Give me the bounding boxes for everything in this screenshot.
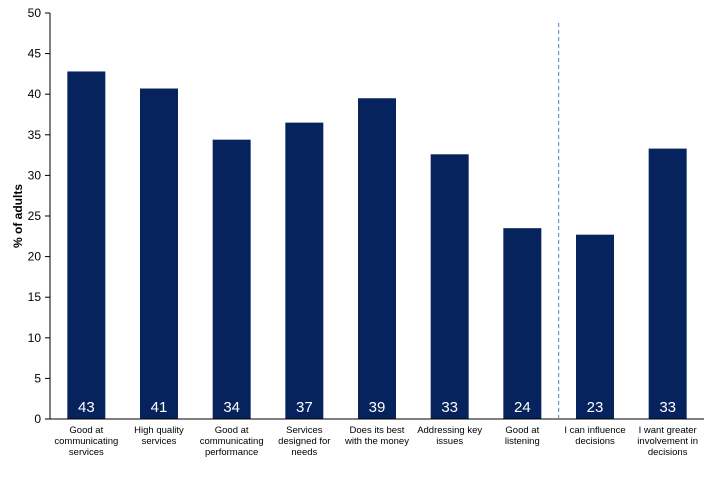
bar-value-label: 34 — [223, 399, 240, 416]
bar-value-label: 24 — [514, 399, 531, 416]
x-tick-label-line: communicating — [200, 436, 264, 447]
bar-value-labels: 43 41 34 37 39 33 24 23 33 — [78, 399, 676, 416]
x-tick-label-line: I can influence — [564, 425, 625, 436]
x-tick-label-line: Good at — [69, 425, 103, 436]
x-tick-label-line: Good at — [215, 425, 249, 436]
bar-value-label: 23 — [587, 399, 604, 416]
x-tick-label: Services designed for needs — [278, 425, 330, 458]
x-tick-label-line: Addressing key — [417, 425, 482, 436]
x-tick-label-line: listening — [505, 436, 540, 447]
bar — [212, 139, 251, 419]
x-tick-label: I can influence decisions — [564, 425, 625, 447]
x-tick-label-line: Services — [286, 425, 323, 436]
bar-value-label: 43 — [78, 399, 95, 416]
x-tick-label-line: issues — [436, 436, 463, 447]
y-tick-label: 10 — [28, 331, 42, 345]
x-tick-label-line: services — [69, 447, 104, 458]
x-tick-label: I want greater involvement in decisions — [637, 425, 698, 458]
bar — [358, 98, 396, 419]
bar-value-label: 39 — [369, 399, 386, 416]
bar — [67, 71, 106, 420]
x-tick-label-line: Good at — [505, 425, 539, 436]
bar-value-label: 37 — [296, 399, 313, 416]
x-tick-label-line: designed for — [278, 436, 330, 447]
x-tick-label: Does its best with the money — [344, 425, 409, 447]
x-tick-label: Good at communicating services — [54, 425, 118, 458]
y-axis-title: % of adults — [11, 184, 25, 248]
y-tick-label: 15 — [28, 290, 42, 304]
x-tick-label-line: High quality — [134, 425, 184, 436]
x-tick-label-line: decisions — [575, 436, 615, 447]
x-tick-label: High quality services — [134, 425, 184, 447]
x-tick-label: Addressing key issues — [417, 425, 482, 447]
x-tick-label-line: involvement in — [637, 436, 698, 447]
bar-value-label: 41 — [151, 399, 168, 416]
bar — [140, 88, 178, 420]
x-tick-label-line: with the money — [344, 436, 409, 447]
bar-value-label: 33 — [659, 399, 676, 416]
x-tick-label: Good at listening — [505, 425, 540, 447]
bar — [648, 148, 687, 419]
x-tick-label-line: Does its best — [350, 425, 405, 436]
y-tick-label: 40 — [28, 87, 42, 101]
y-tick-label: 45 — [28, 47, 42, 61]
bar-value-label: 33 — [441, 399, 458, 416]
bar — [430, 154, 469, 419]
bar — [503, 228, 542, 419]
x-tick-label-line: services — [142, 436, 177, 447]
y-tick-label: 50 — [28, 6, 42, 20]
y-tick-label: 20 — [28, 250, 42, 264]
y-tick-label: 25 — [28, 209, 42, 223]
bar — [576, 234, 614, 419]
y-tick-label: 35 — [28, 128, 42, 142]
x-tick-label-line: performance — [205, 447, 258, 458]
x-tick-label: Good at communicating performance — [200, 425, 264, 458]
x-tick-label-line: I want greater — [639, 425, 697, 436]
x-tick-label-line: decisions — [648, 447, 688, 458]
y-tick-label: 5 — [34, 371, 41, 385]
y-axis-ticks: 0 5 10 15 20 25 30 35 40 45 50 — [28, 6, 50, 426]
bars-group — [67, 71, 687, 420]
y-tick-label: 30 — [28, 168, 42, 182]
y-tick-label: 0 — [34, 412, 41, 426]
bar — [285, 122, 324, 420]
x-tick-label-line: needs — [291, 447, 317, 458]
x-tick-label-line: communicating — [54, 436, 118, 447]
